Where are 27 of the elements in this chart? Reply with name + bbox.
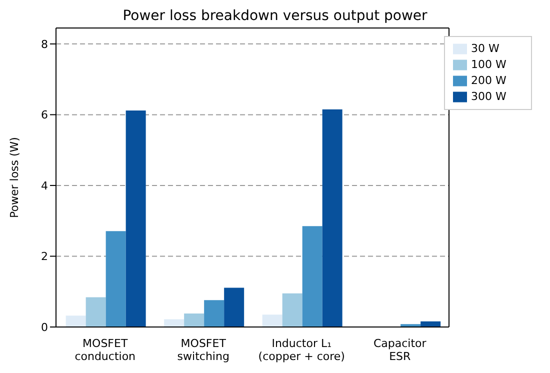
y-axis-title: Power loss (W) [8, 137, 21, 218]
bar [164, 319, 184, 327]
bar [224, 288, 244, 327]
x-tick-label: Inductor L₁ (copper + core) [258, 337, 345, 363]
legend-label: 300 W [471, 90, 506, 103]
y-tick-label: 8 [41, 38, 48, 51]
legend-label: 30 W [471, 42, 500, 55]
x-tick-label: Capacitor ESR [373, 337, 427, 363]
bar [184, 314, 204, 327]
bar [322, 109, 342, 327]
bar [126, 110, 146, 327]
y-tick-label: 0 [41, 320, 48, 334]
chart-title: Power loss breakdown versus output power [122, 8, 428, 24]
x-tick-label: MOSFET switching [177, 337, 230, 363]
y-tick-label: 2 [41, 250, 48, 264]
bar [86, 297, 106, 327]
bar [302, 226, 322, 327]
legend-label: 200 W [471, 74, 506, 87]
y-tick-label: 4 [41, 179, 48, 192]
bar [204, 300, 224, 327]
bar [106, 231, 126, 327]
legend-label: 100 W [471, 58, 506, 71]
y-tick-label: 6 [41, 108, 48, 122]
bar [66, 316, 86, 327]
bar [262, 314, 282, 327]
x-tick-label: MOSFET conduction [74, 337, 136, 363]
bar [282, 293, 302, 327]
